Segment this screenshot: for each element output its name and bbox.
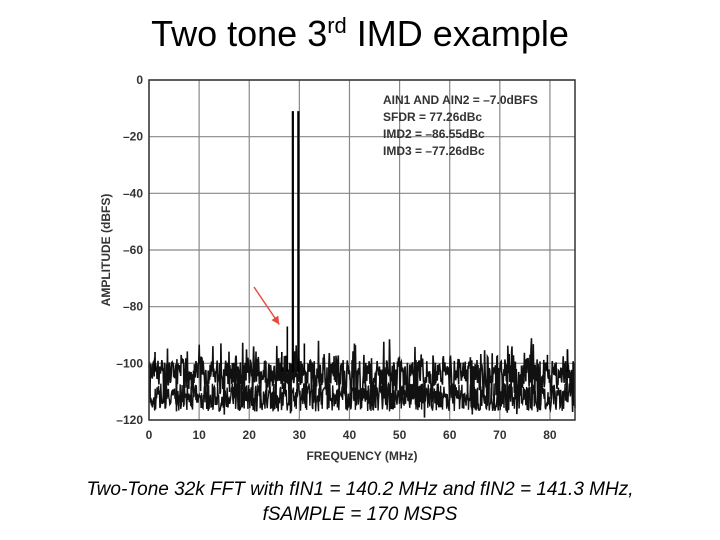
y-tick-label: –20 bbox=[123, 130, 143, 144]
annotation-text: AIN1 AND AIN2 = –7.0dBFS bbox=[383, 93, 538, 107]
axes-layer: 0 10 20 30 40 50 60 70 80 0 –20 –40 –60 –80 –100 –120 FR… bbox=[99, 73, 576, 463]
x-tick-label: 70 bbox=[493, 428, 507, 442]
y-tick-label: 0 bbox=[136, 73, 143, 87]
x-tick-label: 80 bbox=[543, 428, 557, 442]
x-tick-label: 10 bbox=[192, 428, 206, 442]
imd3-arrow-head bbox=[271, 315, 280, 325]
annotation-layer: AIN1 AND AIN2 = –7.0dBFS SFDR = 77.26dBc I… bbox=[253, 93, 538, 325]
x-tick-label: 0 bbox=[146, 428, 153, 442]
annotation-text: IMD3 = –77.26dBc bbox=[383, 144, 485, 158]
x-tick-label: 40 bbox=[343, 428, 357, 442]
annotation-text: IMD2 = –86.55dBc bbox=[383, 127, 485, 141]
x-tick-label: 30 bbox=[293, 428, 307, 442]
y-tick-label: –80 bbox=[123, 300, 143, 314]
caption-line-1: Two-Tone 32k FFT with fIN1 = 140.2 MHz a… bbox=[86, 479, 634, 500]
x-tick-label: 50 bbox=[393, 428, 407, 442]
x-tick-label: 20 bbox=[243, 428, 257, 442]
title-rest: IMD example bbox=[346, 13, 569, 54]
annotation-text: SFDR = 77.26dBc bbox=[383, 110, 482, 124]
plot-frame bbox=[148, 79, 576, 421]
x-tick-label: 60 bbox=[443, 428, 457, 442]
y-tick-label: –120 bbox=[116, 413, 143, 427]
spectrum-layer bbox=[148, 111, 576, 418]
y-axis-label: AMPLITUDE (dBFS) bbox=[99, 194, 113, 307]
y-tick-label: –60 bbox=[123, 243, 143, 257]
y-tick-label: –100 bbox=[116, 356, 143, 370]
y-tick-label: –40 bbox=[123, 186, 143, 200]
slide-title: Two tone 3rd IMD example bbox=[0, 12, 720, 56]
caption-line-2: fSAMPLE = 170 MSPS bbox=[262, 504, 458, 525]
x-axis-label: FREQUENCY (MHz) bbox=[306, 449, 417, 463]
noise-floor-band bbox=[148, 381, 576, 413]
title-main: Two tone 3 bbox=[151, 13, 328, 54]
title-superscript: rd bbox=[327, 13, 347, 38]
